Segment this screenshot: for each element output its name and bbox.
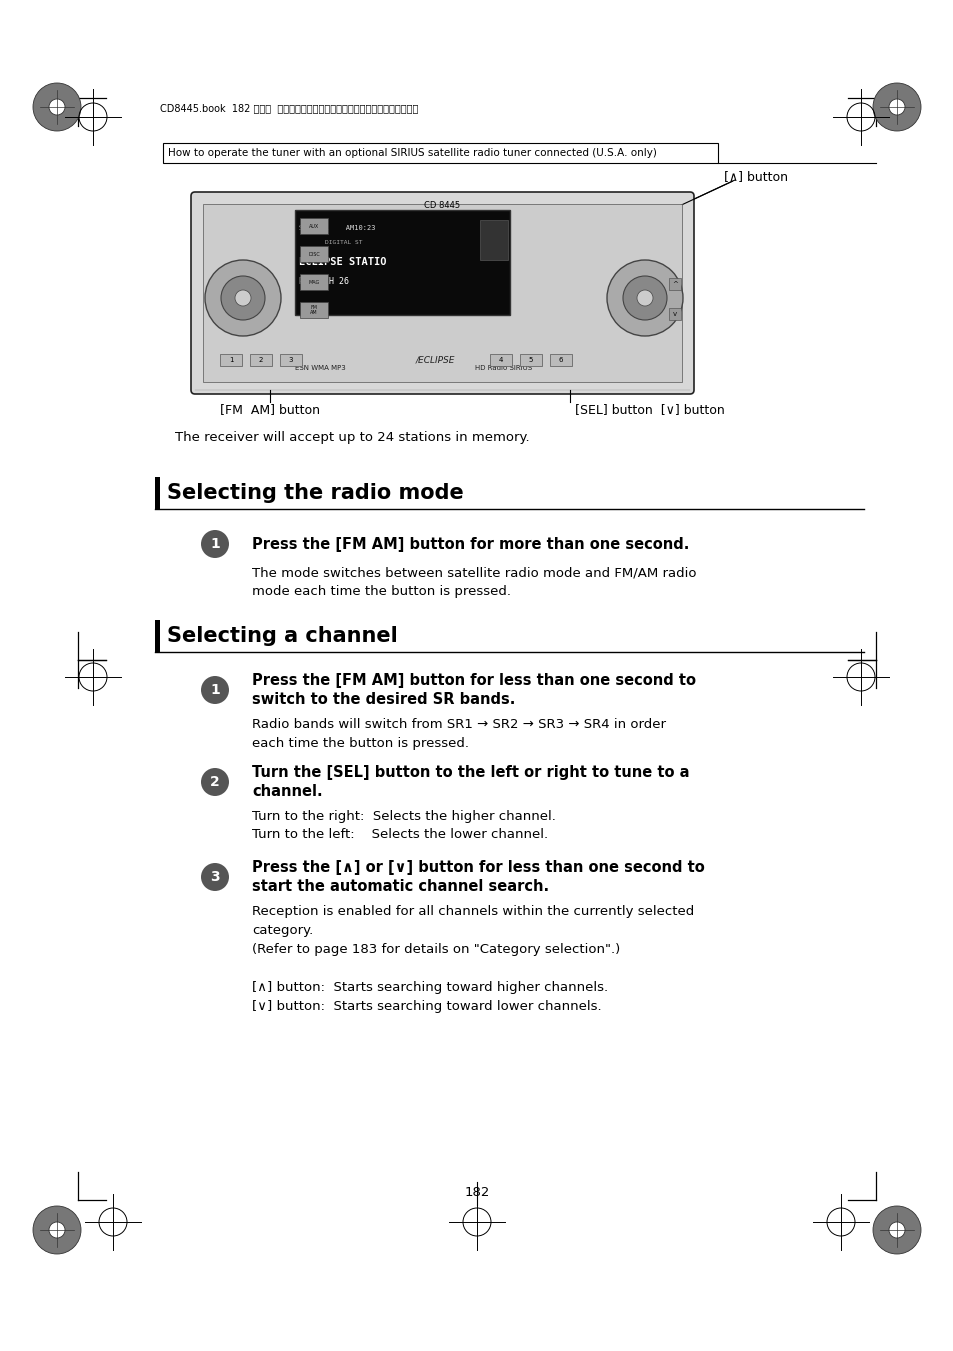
Bar bbox=[250, 354, 272, 366]
Text: HD Radio SIRIUS: HD Radio SIRIUS bbox=[475, 365, 532, 372]
Bar bbox=[668, 278, 680, 290]
Bar bbox=[220, 354, 242, 366]
Circle shape bbox=[201, 767, 229, 796]
Bar bbox=[479, 220, 507, 259]
Bar bbox=[550, 354, 572, 366]
Circle shape bbox=[872, 1206, 920, 1254]
Text: /ECLIPSE: /ECLIPSE bbox=[415, 355, 455, 365]
Text: 3: 3 bbox=[289, 357, 293, 363]
Text: [FM  AM] button: [FM AM] button bbox=[220, 404, 319, 416]
Bar bbox=[154, 477, 160, 509]
Circle shape bbox=[49, 99, 65, 115]
Bar bbox=[280, 354, 302, 366]
Circle shape bbox=[33, 1206, 81, 1254]
Circle shape bbox=[606, 259, 682, 336]
Circle shape bbox=[888, 99, 904, 115]
Text: 2: 2 bbox=[210, 775, 219, 789]
Bar bbox=[203, 204, 681, 382]
Text: 1: 1 bbox=[210, 684, 219, 697]
Text: 3: 3 bbox=[210, 870, 219, 884]
Circle shape bbox=[201, 530, 229, 558]
FancyBboxPatch shape bbox=[191, 192, 693, 394]
Bar bbox=[163, 143, 718, 163]
Text: P1   CH 26: P1 CH 26 bbox=[298, 277, 349, 286]
Text: Selecting the radio mode: Selecting the radio mode bbox=[167, 484, 463, 503]
Bar bbox=[668, 308, 680, 320]
Text: Selecting a channel: Selecting a channel bbox=[167, 626, 397, 646]
Circle shape bbox=[234, 290, 251, 305]
Text: 4: 4 bbox=[498, 357, 502, 363]
Text: Turn the [SEL] button to the left or right to tune to a
channel.: Turn the [SEL] button to the left or rig… bbox=[252, 765, 689, 798]
Text: SIRIUS1    AM10:23: SIRIUS1 AM10:23 bbox=[298, 226, 375, 231]
Text: 182: 182 bbox=[464, 1185, 489, 1198]
Text: How to operate the tuner with an optional SIRIUS satellite radio tuner connected: How to operate the tuner with an optiona… bbox=[168, 149, 657, 158]
Circle shape bbox=[637, 290, 652, 305]
Text: Radio bands will switch from SR1 → SR2 → SR3 → SR4 in order
each time the button: Radio bands will switch from SR1 → SR2 →… bbox=[252, 717, 665, 750]
Bar bbox=[294, 209, 510, 315]
Circle shape bbox=[872, 82, 920, 131]
Circle shape bbox=[201, 676, 229, 704]
Text: Press the [FM AM] button for more than one second.: Press the [FM AM] button for more than o… bbox=[252, 536, 689, 551]
Circle shape bbox=[201, 863, 229, 892]
Bar bbox=[299, 218, 328, 234]
Text: [∧] button: [∧] button bbox=[723, 170, 787, 184]
Text: ESN WMA MP3: ESN WMA MP3 bbox=[294, 365, 345, 372]
Text: Press the [FM AM] button for less than one second to
switch to the desired SR ba: Press the [FM AM] button for less than o… bbox=[252, 673, 696, 707]
Text: 1: 1 bbox=[210, 536, 219, 551]
Text: ^: ^ bbox=[671, 281, 678, 286]
Circle shape bbox=[205, 259, 281, 336]
Circle shape bbox=[33, 82, 81, 131]
Circle shape bbox=[888, 1223, 904, 1238]
Text: CD8445.book  182 ページ  ２００４年１２月１３日　月曜日　午前１１時３０分: CD8445.book 182 ページ ２００４年１２月１３日 月曜日 午前１１… bbox=[160, 103, 418, 113]
Text: The mode switches between satellite radio mode and FM/AM radio
mode each time th: The mode switches between satellite radi… bbox=[252, 566, 696, 597]
Text: Press the [∧] or [∨] button for less than one second to
start the automatic chan: Press the [∧] or [∨] button for less tha… bbox=[252, 859, 704, 894]
Circle shape bbox=[49, 1223, 65, 1238]
Text: The receiver will accept up to 24 stations in memory.: The receiver will accept up to 24 statio… bbox=[174, 431, 529, 444]
Bar bbox=[299, 274, 328, 290]
Bar bbox=[299, 303, 328, 317]
Text: DISC: DISC bbox=[308, 251, 319, 257]
Text: 6: 6 bbox=[558, 357, 562, 363]
Bar bbox=[490, 354, 512, 366]
Text: 2: 2 bbox=[258, 357, 263, 363]
Text: 5: 5 bbox=[528, 357, 533, 363]
Text: DIGITAL ST: DIGITAL ST bbox=[325, 239, 362, 245]
Text: MAG: MAG bbox=[308, 280, 319, 285]
Text: CD 8445: CD 8445 bbox=[423, 201, 459, 211]
Bar bbox=[519, 354, 541, 366]
Bar bbox=[154, 620, 160, 653]
Text: AUX: AUX bbox=[309, 223, 319, 228]
Bar bbox=[299, 246, 328, 262]
Text: Reception is enabled for all channels within the currently selected
category.
(R: Reception is enabled for all channels wi… bbox=[252, 905, 694, 1013]
Text: Turn to the right:  Selects the higher channel.
Turn to the left:    Selects the: Turn to the right: Selects the higher ch… bbox=[252, 811, 556, 842]
Circle shape bbox=[221, 276, 265, 320]
Text: v: v bbox=[672, 311, 677, 317]
Text: [SEL] button  [∨] button: [SEL] button [∨] button bbox=[575, 404, 724, 416]
Text: FM
AM: FM AM bbox=[310, 304, 317, 315]
Circle shape bbox=[622, 276, 666, 320]
Text: 1: 1 bbox=[229, 357, 233, 363]
Text: ECLIPSE STATIO: ECLIPSE STATIO bbox=[298, 257, 386, 267]
